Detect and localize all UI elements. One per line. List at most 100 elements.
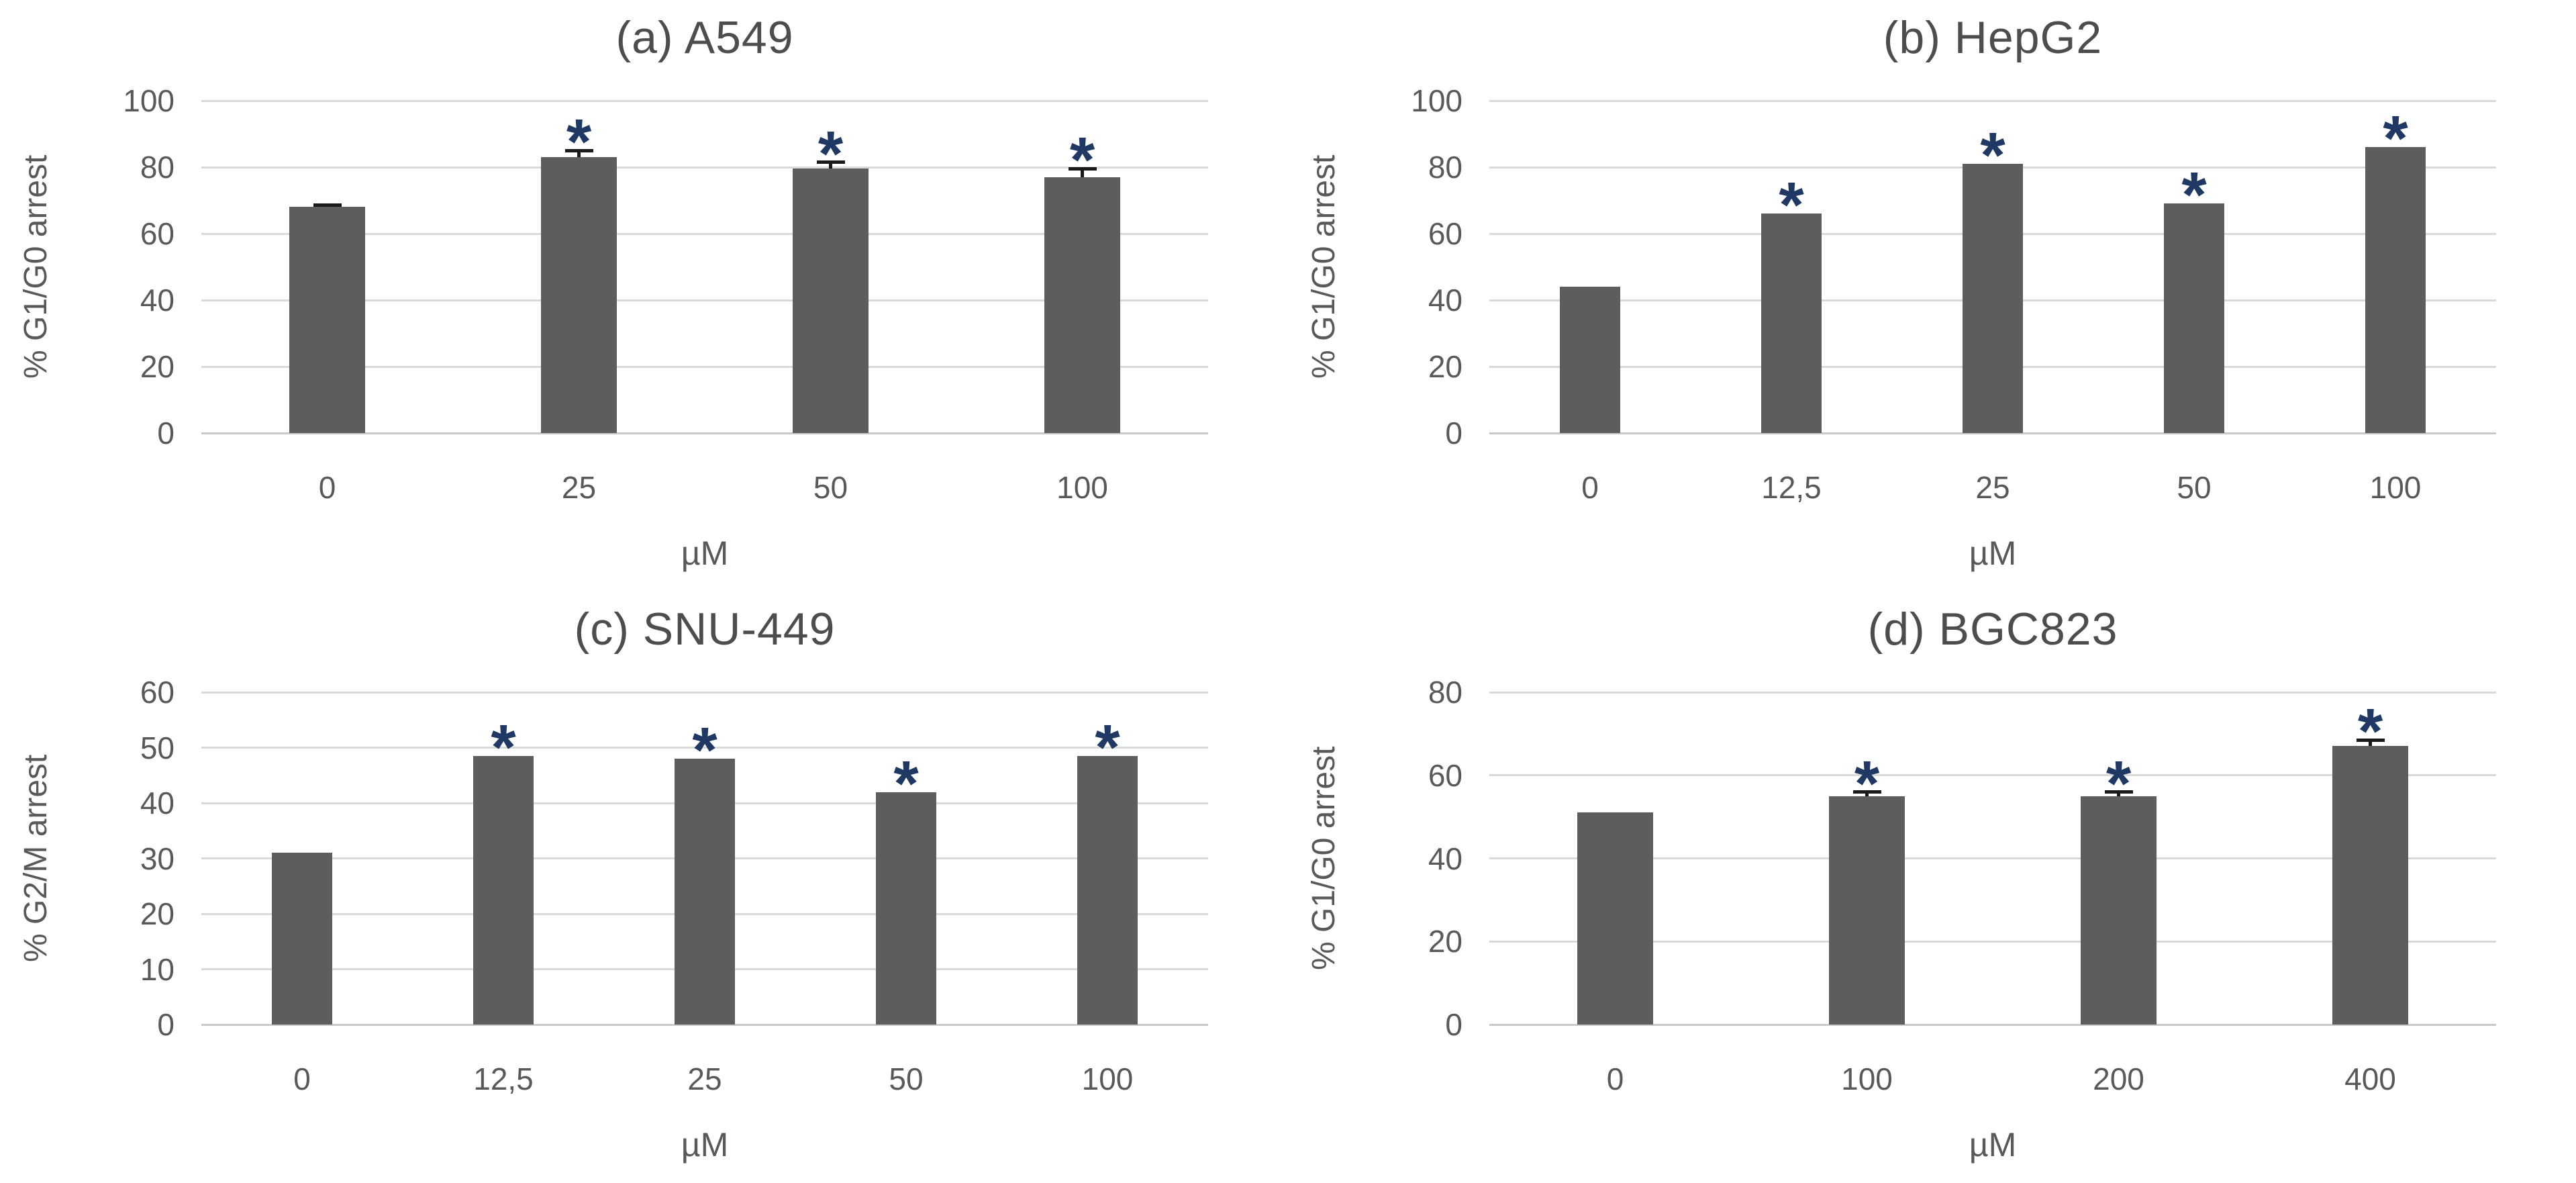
error-bar-whisker [829, 162, 832, 169]
x-tick-label-200: 200 [2093, 1061, 2144, 1096]
y-tick-label-40: 40 [140, 283, 175, 318]
chart-title-d: (d) BGC823 [1867, 604, 2118, 655]
significance-asterisk: * [2181, 159, 2207, 232]
gridline-20 [201, 365, 1208, 368]
gridline-100 [201, 99, 1208, 102]
significance-asterisk: * [1779, 169, 1804, 242]
y-tick-label-60: 60 [140, 216, 175, 251]
x-tick-label-0: 0 [293, 1061, 311, 1096]
y-tick-label-20: 20 [140, 349, 175, 384]
y-axis-title-d: % G1/G0 arrest [1306, 746, 1342, 971]
chart-panel-a: (a) A549 % G1/G0 arrest 0 20 40 60 80 100 0 * 25… [0, 0, 1288, 592]
y-tick-label-40: 40 [1428, 841, 1463, 876]
x-tick-label-400: 400 [2344, 1061, 2396, 1096]
significance-asterisk: * [818, 117, 844, 190]
significance-asterisk: * [692, 714, 717, 786]
x-axis-title-b: µM [1969, 534, 2017, 572]
x-tick-label-25: 25 [1975, 470, 2010, 505]
y-tick-label-60: 60 [1428, 216, 1463, 251]
y-tick-label-100: 100 [123, 83, 175, 118]
x-axis-title-d: µM [1969, 1126, 2017, 1164]
error-bar-cap [1068, 167, 1097, 171]
x-tick-label-100: 100 [2369, 470, 2422, 505]
y-tick-label-0: 0 [1445, 1007, 1463, 1042]
y-tick-label-80: 80 [1428, 675, 1463, 710]
plot-area-c: 0 10 20 30 40 50 60 0 * 12,5 * 25 * 50 * 100 [140, 675, 1208, 1096]
y-tick-label-30: 30 [140, 841, 175, 876]
x-tick-label-50: 50 [889, 1061, 924, 1096]
bar-c-12,5 [473, 755, 534, 1025]
x-axis-title-c: µM [681, 1126, 729, 1164]
y-tick-label-20: 20 [1428, 349, 1463, 384]
significance-asterisk: * [566, 106, 592, 179]
gridline-50 [201, 747, 1208, 749]
significance-asterisk: * [1854, 747, 1880, 820]
y-tick-label-20: 20 [1428, 924, 1463, 959]
y-tick-label-40: 40 [140, 786, 175, 820]
x-tick-label-0: 0 [1581, 470, 1599, 505]
error-bar-whisker [577, 150, 581, 158]
chart-panel-c: (c) SNU-449 % G2/M arrest 0 10 20 30 40 50 60 0… [0, 592, 1288, 1183]
bar-a-25 [541, 157, 617, 433]
x-axis-title-a: µM [681, 534, 729, 572]
gridline-100 [1489, 99, 2496, 102]
gridline-40 [201, 299, 1208, 301]
error-bar-cap [1852, 790, 1881, 794]
bar-d-100 [1829, 796, 1905, 1025]
significance-asterisk: * [2383, 103, 2408, 175]
y-tick-label-0: 0 [157, 416, 175, 451]
y-tick-label-80: 80 [140, 150, 175, 185]
gridline-60 [1489, 774, 2496, 777]
x-tick-label-0: 0 [318, 470, 336, 505]
error-bar-whisker [1081, 169, 1084, 177]
y-axis-title-c: % G2/M arrest [18, 754, 54, 963]
y-tick-label-0: 0 [1445, 416, 1463, 451]
x-tick-label-0: 0 [1606, 1061, 1624, 1096]
bar-d-400 [2332, 746, 2408, 1025]
y-tick-label-60: 60 [1428, 757, 1463, 793]
y-tick-label-40: 40 [1428, 283, 1463, 318]
bar-a-100 [1044, 177, 1120, 433]
significance-asterisk: * [1069, 124, 1095, 197]
y-tick-label-100: 100 [1411, 83, 1463, 118]
bar-c-100 [1077, 755, 1138, 1025]
chart-title-b: (b) HepG2 [1883, 12, 2103, 63]
error-bar-cap [816, 160, 845, 164]
x-tick-label-100: 100 [1081, 1061, 1134, 1096]
bar-a-0 [289, 207, 365, 433]
y-tick-label-10: 10 [140, 951, 175, 987]
chart-panel-d: (d) BGC823 % G1/G0 arrest 0 20 40 60 80 0 * 100… [1288, 592, 2576, 1183]
error-bar-whisker [2117, 792, 2120, 796]
significance-asterisk: * [1980, 120, 2005, 192]
plot-area-a: 0 20 40 60 80 100 0 * 25 * 50 * 100 [123, 83, 1208, 505]
bar-b-100 [2365, 147, 2426, 433]
y-tick-label-80: 80 [1428, 150, 1463, 185]
bar-c-50 [876, 792, 936, 1025]
chart-title-c: (c) SNU-449 [574, 604, 836, 655]
error-bar-whisker [1865, 792, 1869, 796]
x-tick-label-25: 25 [687, 1061, 722, 1096]
chart-panel-b: (b) HepG2 % G1/G0 arrest 0 20 40 60 80 100 0 * 1… [1288, 0, 2576, 592]
error-bar-cap [564, 148, 593, 152]
bar-d-200 [2081, 796, 2157, 1025]
bar-a-50 [793, 169, 869, 433]
y-tick-label-60: 60 [140, 675, 175, 710]
y-axis-title-a: % G1/G0 arrest [18, 154, 54, 379]
error-bar-cap [2104, 790, 2133, 794]
significance-asterisk: * [491, 711, 516, 784]
gridline-0 [1489, 1023, 2496, 1026]
y-tick-label-20: 20 [140, 896, 175, 931]
y-tick-label-0: 0 [157, 1007, 175, 1042]
chart-title-a: (a) A549 [615, 12, 794, 63]
error-bar-cap [313, 203, 342, 207]
gridline-80 [201, 166, 1208, 169]
gridline-60 [201, 232, 1208, 235]
y-axis-title-b: % G1/G0 arrest [1306, 154, 1342, 379]
error-bar-cap [2356, 738, 2385, 742]
significance-asterisk: * [2106, 747, 2132, 820]
bar-b-12,5 [1761, 214, 1822, 433]
gridline-60 [201, 691, 1208, 694]
y-tick-label-50: 50 [140, 730, 175, 765]
gridline-20 [1489, 940, 2496, 943]
